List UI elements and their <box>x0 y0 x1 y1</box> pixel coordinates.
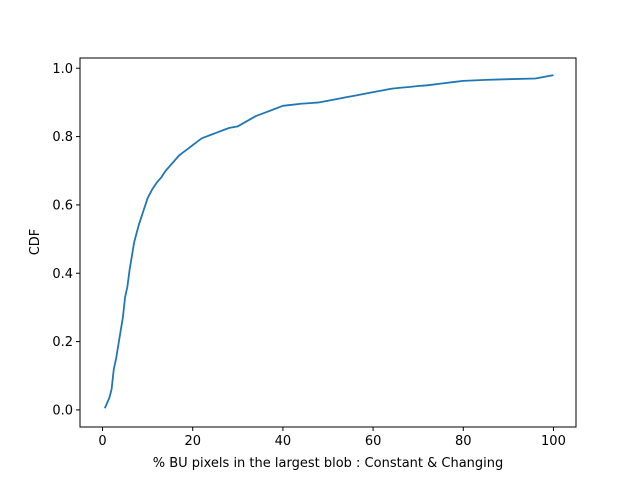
y-tick-label: 0.8 <box>52 130 73 145</box>
x-tick-label: 80 <box>455 434 472 449</box>
x-tick-label: 20 <box>184 434 201 449</box>
y-axis-label: CDF <box>28 229 43 256</box>
cdf-series-line-0 <box>103 74 554 409</box>
x-tick-label: 0 <box>98 434 106 449</box>
x-tick-label: 100 <box>541 434 566 449</box>
x-axis-ticks: 0 20 40 60 80 100 <box>98 427 566 449</box>
y-tick-label: 1.0 <box>52 62 73 77</box>
x-tick-label: 60 <box>365 434 382 449</box>
y-tick-label: 0.6 <box>52 198 73 213</box>
x-axis-label: % BU pixels in the largest blob : Consta… <box>153 456 504 471</box>
x-tick-label: 40 <box>275 434 292 449</box>
plot-marks <box>103 74 554 409</box>
y-tick-label: 0.2 <box>52 335 73 350</box>
y-tick-label: 0.0 <box>52 403 73 418</box>
y-tick-label: 0.4 <box>52 267 73 282</box>
y-axis-ticks: 0.0 0.2 0.4 0.6 0.8 1.0 <box>52 62 80 418</box>
plot-area <box>80 58 576 427</box>
axes-frame <box>79 57 577 428</box>
